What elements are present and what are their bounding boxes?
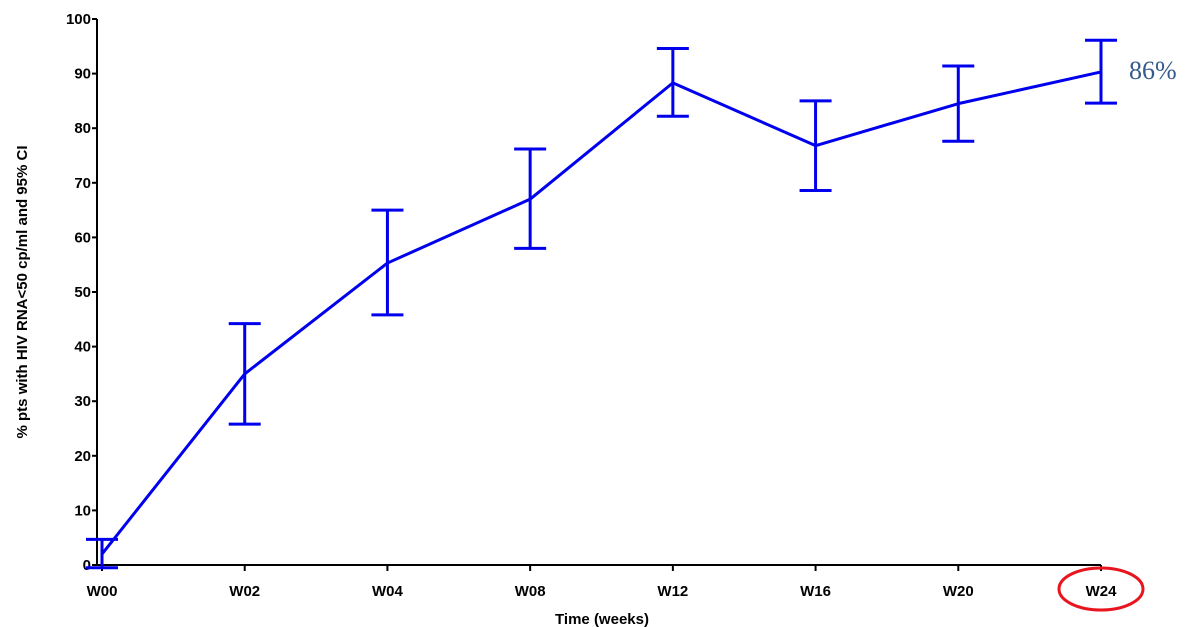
- data-point: [814, 144, 818, 148]
- x-tick-label: W12: [657, 583, 688, 600]
- data-point: [1099, 70, 1103, 74]
- data-point: [528, 197, 532, 201]
- y-axis-ticks: 0 10 20 30 40 50 60 70 80 90 100: [66, 11, 97, 574]
- x-tick-label: W24: [1086, 583, 1118, 600]
- x-tick-label: W02: [229, 583, 260, 600]
- y-tick-label: 80: [74, 120, 91, 137]
- x-axis-ticks: W00 W02 W04 W08 W12 W16 W20 W24: [87, 565, 1118, 600]
- series-line: [100, 70, 1102, 556]
- annotation-label: 86%: [1129, 56, 1177, 85]
- data-point: [243, 372, 247, 376]
- y-tick-label: 60: [74, 229, 91, 246]
- y-tick-label: 40: [74, 339, 91, 356]
- x-tick-label: W00: [87, 583, 118, 600]
- data-point: [100, 552, 104, 556]
- y-tick-label: 20: [74, 448, 91, 465]
- x-tick-label: W08: [515, 583, 546, 600]
- y-tick-label: 50: [74, 284, 91, 301]
- y-axis-title: % pts with HIV RNA<50 cp/ml and 95% CI: [14, 146, 31, 439]
- x-tick-label: W04: [372, 583, 404, 600]
- y-tick-label: 10: [74, 502, 91, 519]
- series-layer: [86, 38, 1117, 570]
- highlight-circle: [1057, 566, 1145, 612]
- y-tick-label: 0: [83, 557, 91, 574]
- y-tick-label: 30: [74, 393, 91, 410]
- x-tick-label: W16: [800, 583, 831, 600]
- x-tick-label: W20: [943, 583, 974, 600]
- data-point: [671, 81, 675, 85]
- y-tick-label: 90: [74, 66, 91, 83]
- x-axis-title: Time (weeks): [555, 611, 649, 627]
- y-tick-label: 70: [74, 175, 91, 192]
- y-tick-label: 100: [66, 11, 91, 28]
- data-point: [385, 261, 389, 265]
- data-point: [956, 102, 960, 106]
- axes: [96, 19, 1101, 566]
- annotations: 86%: [1057, 56, 1177, 612]
